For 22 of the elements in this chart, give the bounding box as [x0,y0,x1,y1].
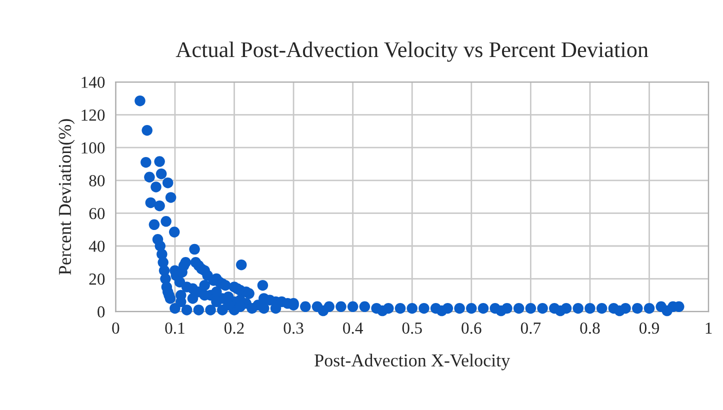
x-axis-title: Post-Advection X-Velocity [314,354,510,370]
y-tick-label: 40 [88,240,105,252]
y-tick-label: 120 [82,110,105,121]
x-tick-label: 1 [706,322,712,334]
y-tick-label: 100 [82,142,105,154]
x-tick-label: 0.6 [462,322,482,334]
x-tick-label: 0 [112,322,120,334]
y-tick-label: 20 [89,274,105,285]
x-tick-label: 0.9 [639,322,659,334]
x-tick-label: 0.3 [284,322,304,334]
x-tick-label: 0.2 [224,322,244,334]
chart-title: Actual Post-Advection Velocity vs Percent Deviation [176,42,648,62]
y-tick-label: 60 [89,208,105,220]
y-tick-label: 140 [82,76,105,88]
x-tick-label: 0.5 [402,322,422,334]
x-tick-label: 0.7 [520,322,541,334]
y-axis-title: Percent Deviation(%) [58,119,75,275]
x-tick-label: 0.1 [165,322,184,334]
x-tick-label: 0.8 [580,322,600,334]
y-tick-label: 0 [98,306,105,318]
x-tick-label: 0.4 [343,322,363,334]
y-tick-label: 80 [89,175,105,186]
